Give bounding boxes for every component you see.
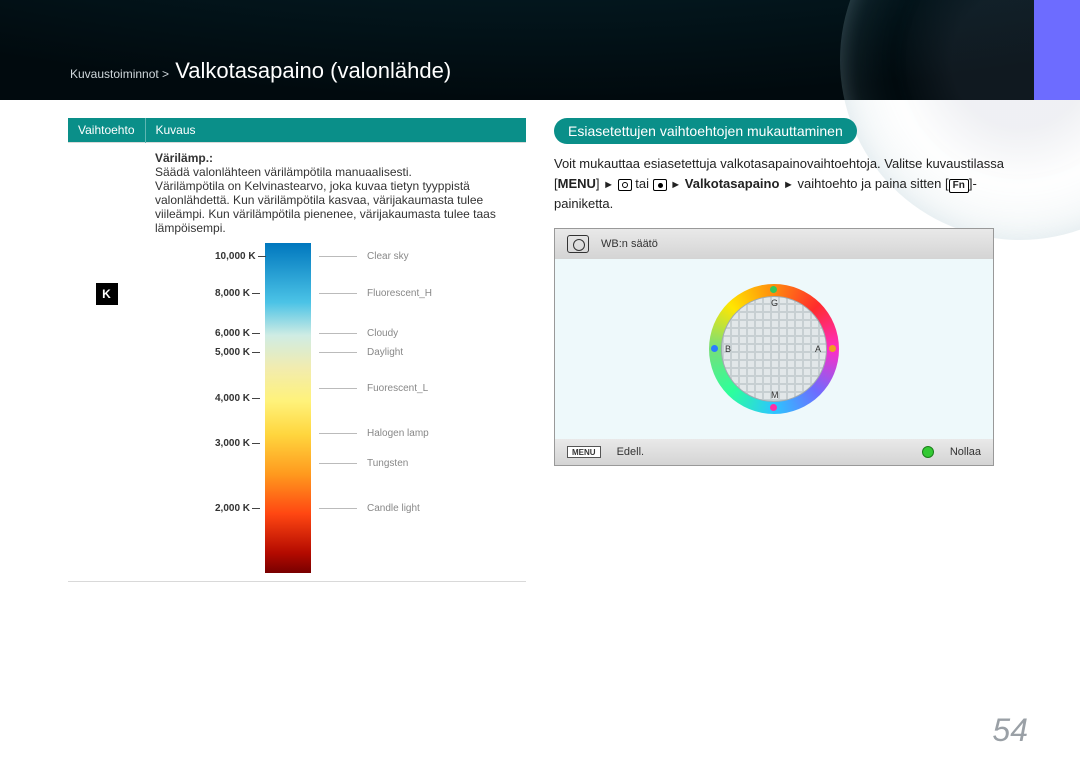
lcd-title: WB:n säätö bbox=[601, 238, 658, 250]
page-title: Valkotasapaino (valonlähde) bbox=[175, 58, 451, 83]
ct-tick: 10,000 K bbox=[215, 251, 270, 265]
header-band bbox=[0, 0, 1080, 100]
section-heading: Esiasetettujen vaihtoehtojen mukauttamin… bbox=[554, 118, 857, 144]
section-tab bbox=[1034, 0, 1080, 100]
color-temp-bar bbox=[265, 243, 311, 573]
lbl-g: G bbox=[771, 298, 778, 308]
ct-source-label: Clear sky bbox=[319, 251, 409, 262]
lcd-panel: G A M B bbox=[555, 259, 993, 439]
ct-source-label: Tungsten bbox=[319, 458, 408, 469]
arrow-icon: ► bbox=[783, 179, 794, 191]
reset-label[interactable]: Nollaa bbox=[950, 446, 981, 458]
arrow-icon: ► bbox=[670, 179, 681, 191]
lbl-m: M bbox=[771, 390, 779, 400]
left-column: Vaihtoehto Kuvaus K Värilämp.: Säädä val… bbox=[68, 118, 526, 582]
desc-line1: Säädä valonlähteen värilämpötila manuaal… bbox=[155, 165, 516, 179]
desc-title: Värilämp.: bbox=[155, 151, 516, 165]
ct-source-label: Fluorescent_H bbox=[319, 288, 432, 299]
fn-chip: Fn bbox=[949, 179, 969, 193]
lbl-b: B bbox=[725, 344, 731, 354]
ct-source-label: Cloudy bbox=[319, 328, 398, 339]
ct-source-label: Fuorescent_L bbox=[319, 383, 428, 394]
txt: Voit mukauttaa esiasetettuja valkotasapa… bbox=[554, 156, 1004, 171]
wb-wheel[interactable]: G A M B bbox=[709, 284, 839, 414]
camera-icon bbox=[618, 179, 632, 191]
right-column: Esiasetettujen vaihtoehtojen mukauttamin… bbox=[554, 118, 1012, 582]
kelvin-icon: K bbox=[96, 283, 118, 305]
breadcrumb: Kuvaustoiminnot > Valkotasapaino (valonl… bbox=[70, 58, 451, 84]
ct-tick: 8,000 K bbox=[215, 288, 264, 302]
table-row: K Värilämp.: Säädä valonlähteen värilämp… bbox=[68, 143, 526, 582]
th-option: Vaihtoehto bbox=[68, 118, 145, 143]
lcd-topbar: WB:n säätö bbox=[555, 229, 993, 259]
txt: tai bbox=[632, 176, 653, 191]
arrow-icon: ► bbox=[603, 179, 614, 191]
ct-tick: 2,000 K bbox=[215, 503, 264, 517]
ct-source-label: Daylight bbox=[319, 347, 403, 358]
ok-dot-icon bbox=[922, 446, 934, 458]
option-table: Vaihtoehto Kuvaus K Värilämp.: Säädä val… bbox=[68, 118, 526, 582]
ct-source-label: Candle light bbox=[319, 503, 420, 514]
wb-grid bbox=[721, 296, 827, 402]
txt: vaihtoehto ja paina sitten bbox=[794, 176, 945, 191]
record-icon bbox=[653, 179, 667, 191]
lcd-preview: WB:n säätö G A M B MENU Edell. bbox=[554, 228, 994, 466]
desc-line2: Värilämpötila on Kelvinastearvo, joka ku… bbox=[155, 179, 516, 235]
color-temp-scale: 10,000 K Clear sky 8,000 K Fluorescent_H 6,0… bbox=[155, 243, 516, 573]
menu-chip: MENU bbox=[567, 446, 601, 458]
ct-tick: 4,000 K bbox=[215, 393, 264, 407]
ct-tick: 6,000 K bbox=[215, 328, 264, 342]
camera-icon bbox=[567, 235, 589, 253]
breadcrumb-prefix: Kuvaustoiminnot > bbox=[70, 67, 169, 81]
ct-tick: 3,000 K bbox=[215, 438, 264, 452]
page-number: 54 bbox=[992, 712, 1028, 749]
lcd-footer: MENU Edell. Nollaa bbox=[555, 439, 993, 465]
menu-label: MENU bbox=[558, 176, 596, 191]
th-desc: Kuvaus bbox=[145, 118, 526, 143]
wb-word: Valkotasapaino bbox=[685, 176, 780, 191]
lbl-a: A bbox=[815, 344, 821, 354]
ct-tick: 5,000 K bbox=[215, 347, 264, 361]
back-label[interactable]: Edell. bbox=[617, 446, 645, 458]
ct-source-label: Halogen lamp bbox=[319, 428, 429, 439]
option-icon-cell: K bbox=[68, 143, 145, 582]
option-desc-cell: Värilämp.: Säädä valonlähteen värilämpöt… bbox=[145, 143, 526, 582]
instruction-text: Voit mukauttaa esiasetettuja valkotasapa… bbox=[554, 154, 1012, 214]
